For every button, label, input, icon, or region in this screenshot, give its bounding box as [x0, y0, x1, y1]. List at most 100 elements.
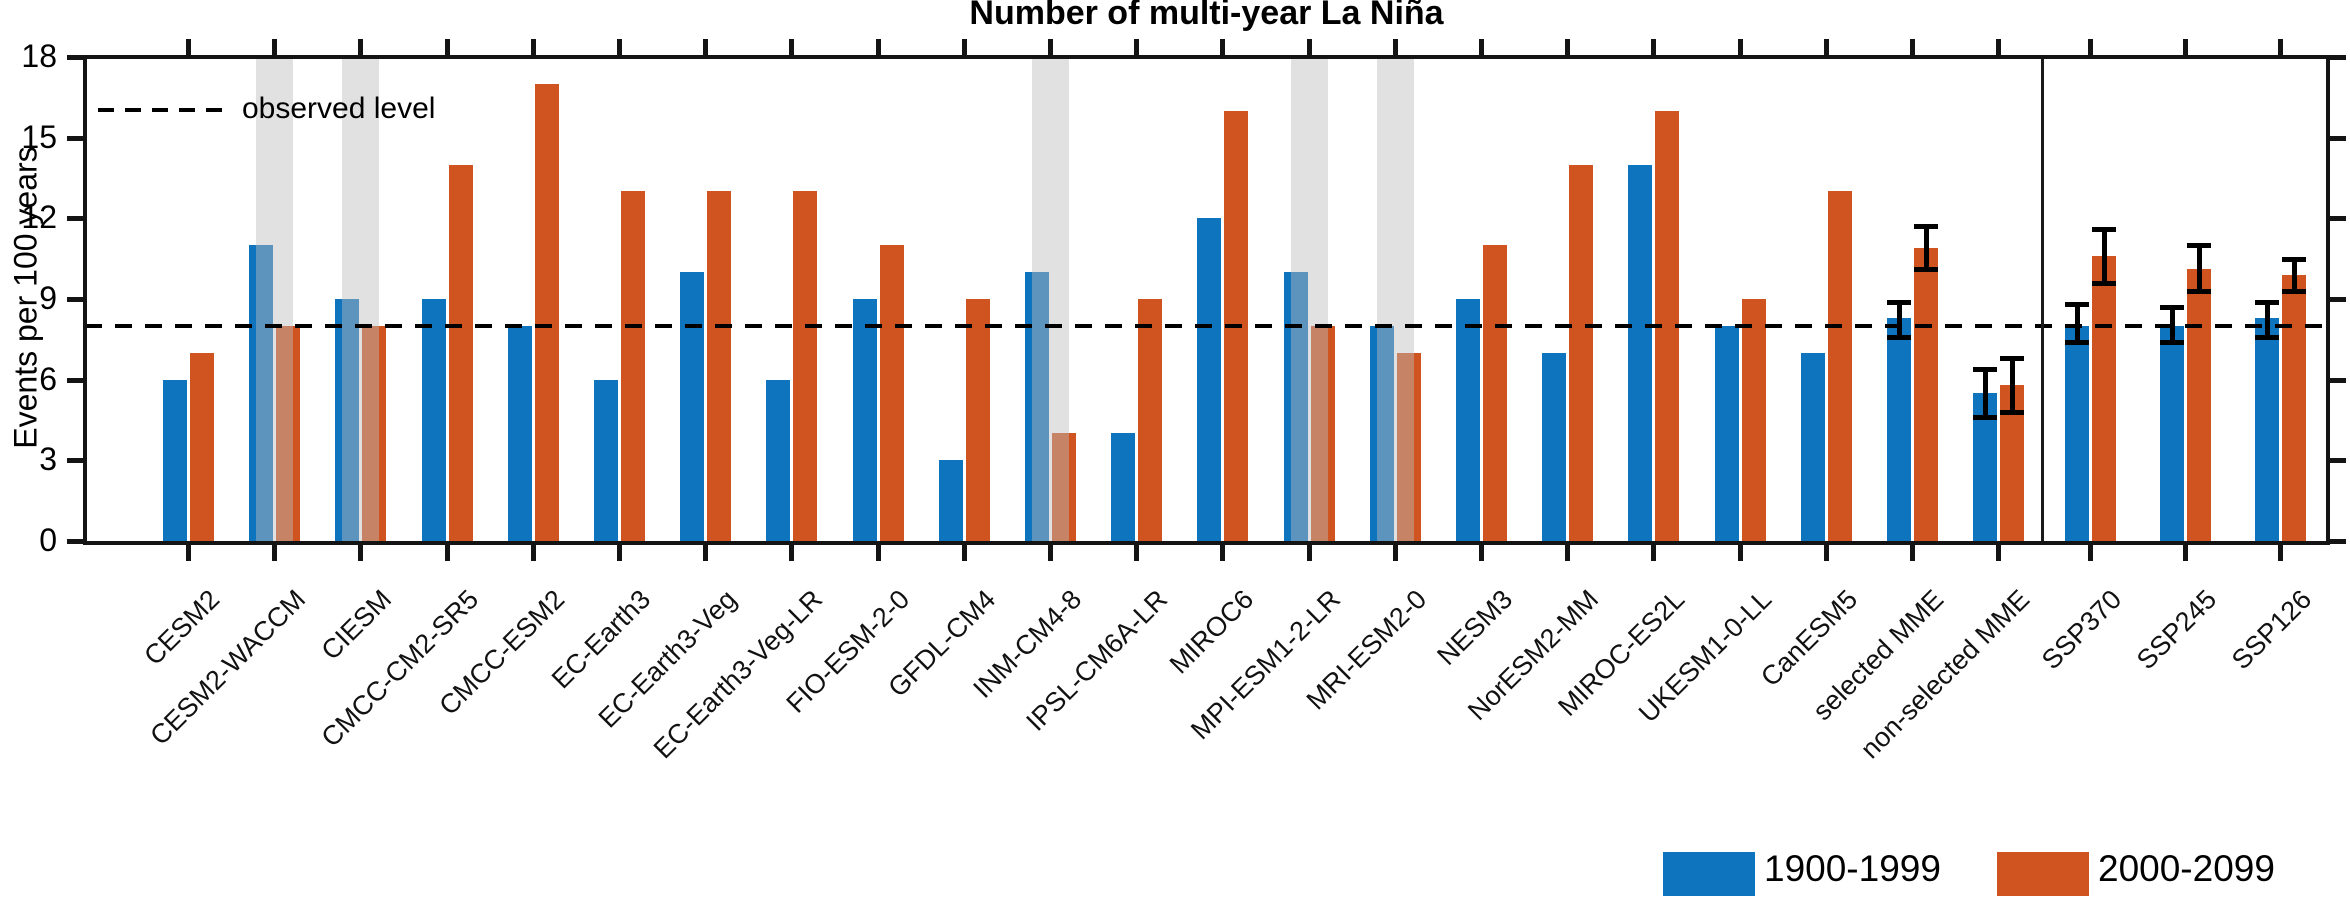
bar-2000-CMCC-CM2-SR5 [448, 164, 473, 541]
x-tick-bottom-CMCC-ESM2 [530, 545, 536, 561]
bar-2000-SSP245 [2187, 269, 2211, 541]
shaded-strip-MPI-ESM1-2-LR [1290, 57, 1328, 541]
x-tick-bottom-INM-CM4-8 [1048, 545, 1053, 561]
y-axis-label: Events per 100 years [7, 146, 44, 449]
bar-1900-NESM3 [1456, 299, 1480, 541]
x-tick-top-MRI-ESM2-0 [1392, 39, 1398, 55]
bar-2000-EC-Earth3 [621, 191, 645, 541]
x-tick-bottom-UKESM1-0-LL [1737, 545, 1743, 561]
x-tick-top-MPI-ESM1-2-LR [1306, 39, 1312, 55]
x-tick-top-CMCC-ESM2 [530, 39, 536, 55]
errbar-cap-top-1900-1999-SSP245 [2160, 305, 2184, 311]
errbar-stem-1900-1999-selected MME [1897, 301, 1902, 337]
x-tick-bottom-MIROC6 [1220, 545, 1226, 561]
x-tick-bottom-NorESM2-MM [1565, 545, 1571, 561]
x-tick-bottom-CESM2 [186, 545, 191, 561]
errbar-cap-bottom-1900-1999-SSP126 [2255, 334, 2279, 340]
bar-2000-selected MME [1914, 247, 1938, 541]
errbar-cap-bottom-2000-2099-SSP245 [2187, 288, 2211, 294]
bar-1900-CIESM [335, 299, 360, 541]
x-tick-bottom-MRI-ESM2-0 [1392, 545, 1398, 561]
x-tick-bottom-EC-Earth3 [617, 545, 622, 561]
y-tick-left-12 [67, 216, 83, 222]
x-tick-top-IPSL-CM6A-LR [1134, 39, 1140, 55]
bar-2000-IPSL-CM6A-LR [1138, 299, 1163, 541]
errbar-stem-1900-1999-non-selected MME [1983, 368, 1989, 418]
shaded-strip-CESM2-WACCM [256, 57, 294, 541]
errbar-cap-top-1900-1999-non-selected MME [1973, 366, 1998, 372]
x-tick-top-INM-CM4-8 [1048, 39, 1053, 55]
y-tick-label-6: 6 [39, 360, 57, 397]
bar-1900-INM-CM4-8 [1025, 272, 1049, 541]
chart-title: Number of multi-year La Niña [969, 0, 1444, 32]
bar-1900-IPSL-CM6A-LR [1111, 433, 1136, 541]
x-tick-bottom-SSP370 [2088, 545, 2093, 561]
legend-swatch-1900-1999 [1663, 852, 1755, 896]
legend-label-2000-2099: 2000-2099 [2098, 848, 2275, 889]
y-tick-left-0 [67, 539, 83, 544]
x-tick-bottom-SSP245 [2183, 545, 2188, 561]
x-tick-bottom-CanESM5 [1823, 545, 1829, 561]
errbar-stem-1900-1999-SSP245 [2170, 307, 2175, 343]
x-tick-bottom-EC-Earth3-Veg-LR [789, 545, 795, 561]
y-tick-left-18 [67, 55, 83, 60]
x-tick-bottom-CMCC-CM2-SR5 [444, 545, 450, 561]
y-tick-label-18: 18 [21, 38, 57, 74]
errbar-stem-2000-2099-SSP370 [2102, 229, 2107, 283]
y-tick-label-12: 12 [21, 199, 57, 236]
y-tick-left-9 [67, 297, 83, 302]
bar-1900-CanESM5 [1800, 352, 1825, 541]
bar-2000-NESM3 [1483, 245, 1507, 541]
errbar-cap-top-2000-2099-non-selected MME [2000, 356, 2025, 362]
axis-right [2326, 55, 2330, 545]
bar-2000-EC-Earth3-Veg-LR [793, 191, 818, 541]
y-tick-right-6 [2330, 377, 2346, 383]
errbar-stem-1900-1999-SSP126 [2265, 301, 2270, 337]
errbar-stem-2000-2099-selected MME [1924, 226, 1929, 270]
y-tick-right-18 [2330, 55, 2346, 60]
x-tick-bottom-IPSL-CM6A-LR [1134, 545, 1140, 561]
bar-1900-CMCC-CM2-SR5 [421, 299, 446, 541]
bar-1900-MPI-ESM1-2-LR [1283, 272, 1308, 541]
errbar-cap-bottom-1900-1999-SSP370 [2065, 340, 2089, 346]
x-tick-bottom-selected MME [1910, 545, 1915, 561]
bar-1900-MIROC6 [1197, 218, 1222, 541]
x-tick-top-MIROC-ES2L [1651, 39, 1657, 55]
bar-2000-GFDL-CM4 [965, 299, 990, 541]
y-tick-right-3 [2330, 458, 2346, 464]
x-tick-top-FIO-ESM-2-0 [875, 39, 881, 55]
y-tick-label-0: 0 [39, 522, 57, 558]
bar-1900-UKESM1-0-LL [1714, 325, 1739, 541]
errbar-cap-top-2000-2099-selected MME [1914, 224, 1938, 230]
section-separator-line [2041, 57, 2044, 541]
x-tick-bottom-MPI-ESM1-2-LR [1306, 545, 1312, 561]
errbar-cap-top-2000-2099-SSP126 [2282, 256, 2306, 262]
x-tick-top-MIROC6 [1220, 39, 1226, 55]
x-tick-top-CMCC-CM2-SR5 [444, 39, 450, 55]
errbar-cap-top-2000-2099-SSP370 [2092, 227, 2116, 233]
x-tick-top-EC-Earth3-Veg [703, 39, 709, 55]
errbar-cap-top-1900-1999-selected MME [1887, 299, 1911, 305]
x-tick-top-CESM2 [186, 39, 191, 55]
errbar-cap-top-1900-1999-SSP370 [2065, 302, 2089, 308]
bar-1900-FIO-ESM-2-0 [852, 299, 877, 541]
x-tick-bottom-CESM2-WACCM [272, 545, 278, 561]
y-tick-right-12 [2330, 216, 2346, 222]
y-tick-right-0 [2330, 539, 2346, 544]
bar-1900-EC-Earth3 [594, 379, 618, 541]
bar-1900-GFDL-CM4 [938, 460, 963, 541]
errbar-cap-bottom-2000-2099-SSP370 [2092, 280, 2116, 286]
errbar-stem-2000-2099-SSP245 [2197, 245, 2202, 291]
bar-2000-NorESM2-MM [1569, 164, 1594, 541]
axis-top [83, 55, 2330, 59]
y-tick-label-15: 15 [21, 118, 57, 155]
bar-2000-EC-Earth3-Veg [707, 191, 732, 541]
x-tick-top-selected MME [1910, 39, 1915, 55]
bar-1900-CESM2 [163, 379, 187, 541]
shaded-strip-CIESM [342, 57, 380, 541]
bar-1900-MIROC-ES2L [1628, 164, 1653, 541]
observed-level-line [85, 323, 2328, 328]
y-tick-left-15 [67, 135, 83, 141]
x-tick-bottom-non-selected MME [1996, 545, 2002, 561]
